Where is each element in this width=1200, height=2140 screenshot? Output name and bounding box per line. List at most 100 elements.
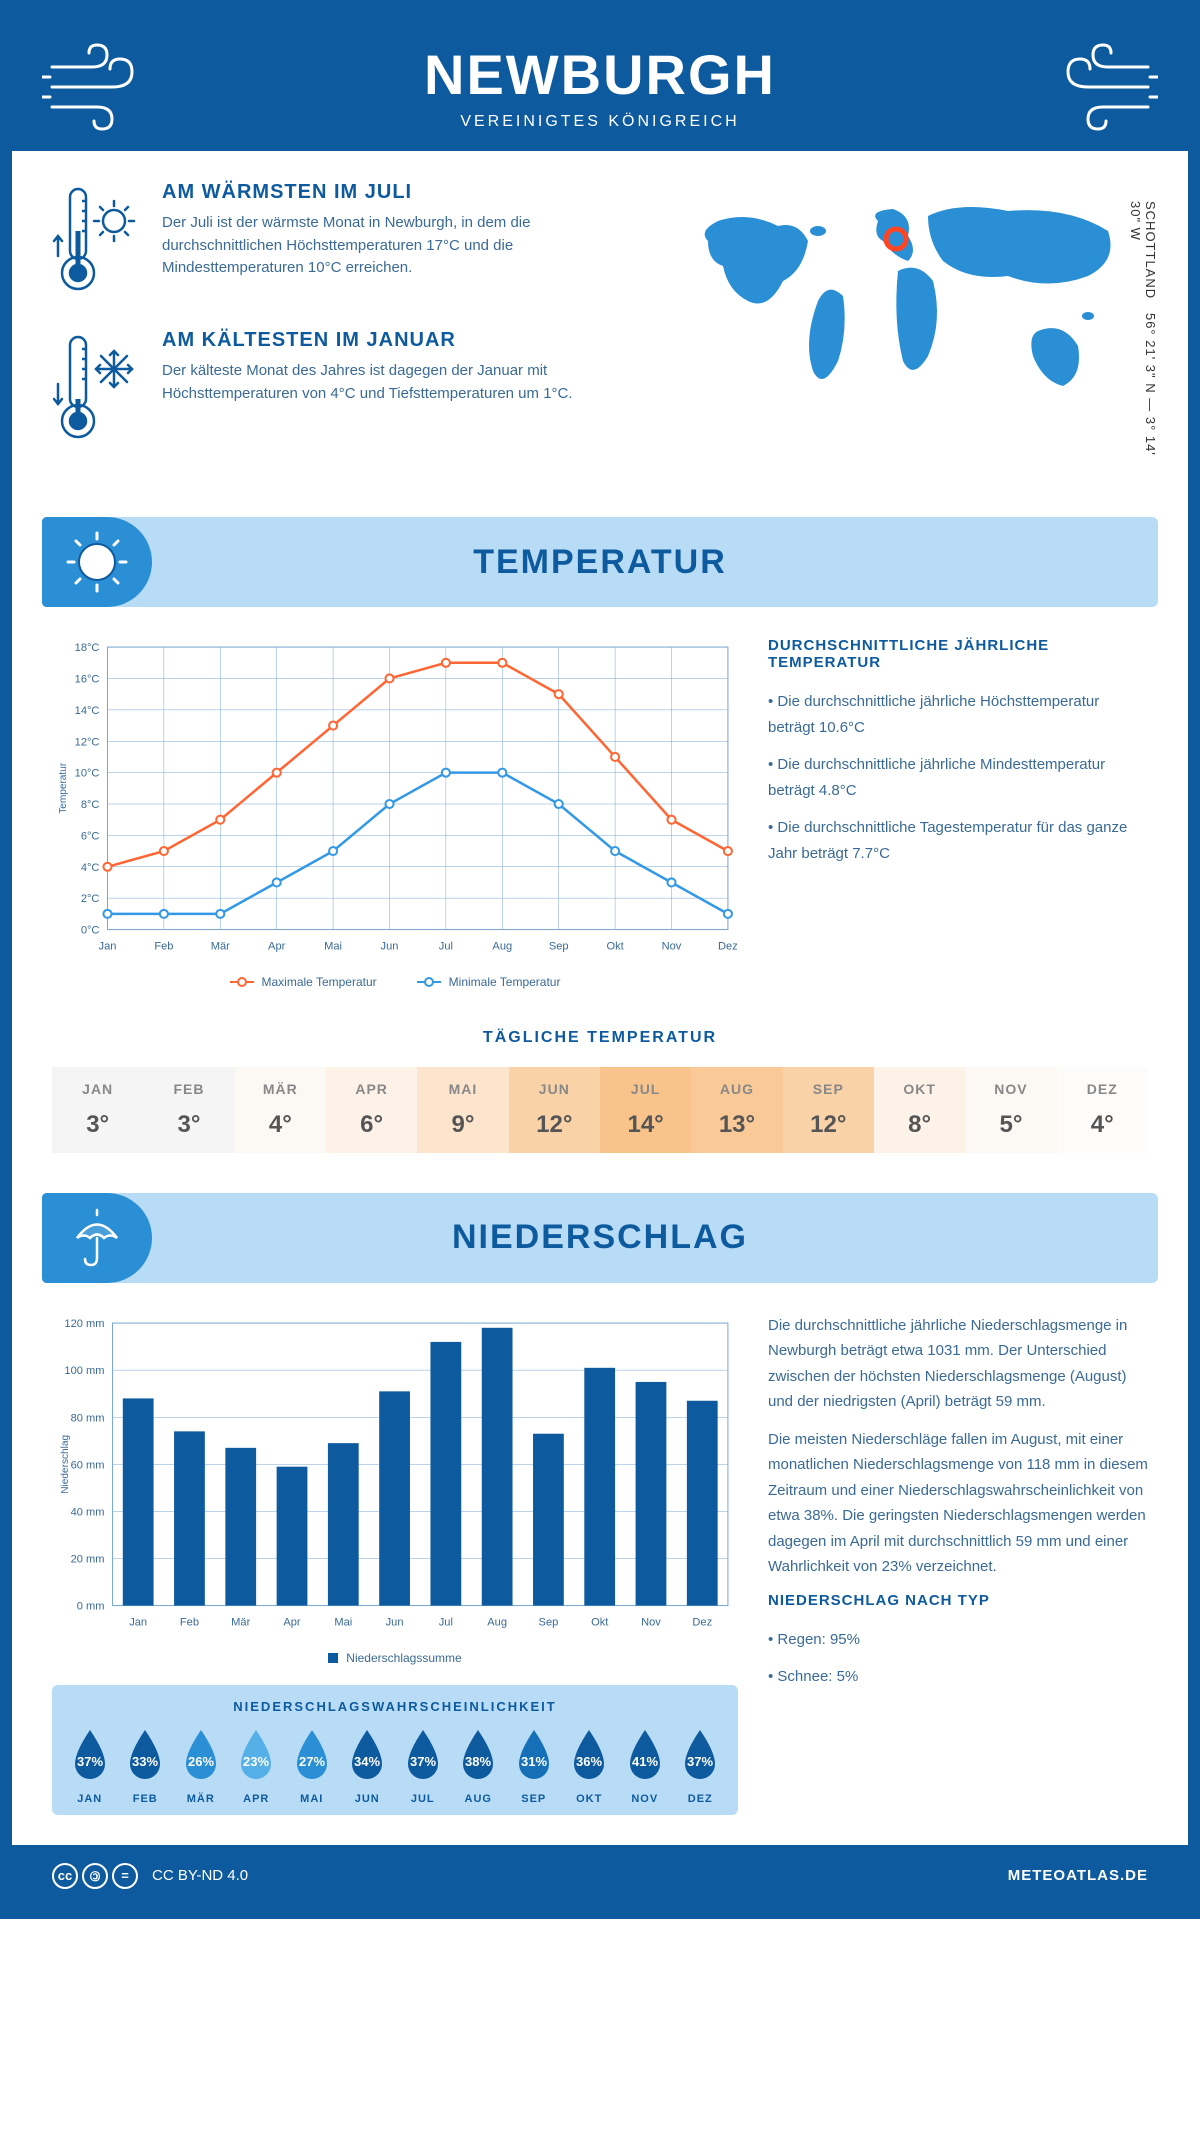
svg-text:4°C: 4°C: [81, 862, 100, 874]
svg-text:18°C: 18°C: [75, 642, 100, 654]
svg-text:Nov: Nov: [641, 1617, 661, 1629]
daily-temp-cell: DEZ4°: [1057, 1067, 1148, 1153]
svg-text:31%: 31%: [521, 1754, 547, 1769]
precip-section-header: NIEDERSCHLAG: [42, 1193, 1158, 1283]
svg-text:Mai: Mai: [334, 1617, 352, 1629]
svg-text:10°C: 10°C: [75, 768, 100, 780]
svg-text:Dez: Dez: [718, 941, 738, 953]
temp-info: DURCHSCHNITTLICHE JÄHRLICHE TEMPERATUR D…: [768, 637, 1148, 989]
daily-temp-cell: JUL14°: [600, 1067, 691, 1153]
daily-temp-cell: APR6°: [326, 1067, 417, 1153]
legend-min: Minimale Temperatur: [417, 975, 561, 989]
svg-text:Sep: Sep: [539, 1617, 559, 1629]
header-banner: NEWBURGH VEREINIGTES KÖNIGREICH: [12, 12, 1188, 151]
svg-text:2°C: 2°C: [81, 893, 100, 905]
coldest-text: Der kälteste Monat des Jahres ist dagege…: [162, 360, 638, 405]
svg-text:Nov: Nov: [662, 941, 682, 953]
svg-text:16°C: 16°C: [75, 674, 100, 686]
svg-text:Jul: Jul: [439, 941, 453, 953]
daily-temp-cell: FEB3°: [143, 1067, 234, 1153]
coldest-title: AM KÄLTESTEN IM JANUAR: [162, 329, 638, 352]
svg-text:8°C: 8°C: [81, 799, 100, 811]
daily-temp-cell: NOV5°: [965, 1067, 1056, 1153]
svg-text:0 mm: 0 mm: [77, 1600, 105, 1612]
svg-text:Feb: Feb: [154, 941, 173, 953]
prob-drop: 23% APR: [229, 1726, 285, 1805]
precip-title: NIEDERSCHLAG: [452, 1218, 748, 1257]
coldest-block: AM KÄLTESTEN IM JANUAR Der kälteste Mona…: [52, 329, 638, 449]
temperature-chart: 0°C 2°C 4°C 6°C 8°C 10°C 12°C 14°C 16°C 18°C Jan Fe…: [52, 637, 738, 989]
svg-text:23%: 23%: [243, 1754, 269, 1769]
svg-text:34%: 34%: [354, 1754, 380, 1769]
svg-text:Niederschlag: Niederschlag: [60, 1435, 71, 1494]
prob-drop: 31% SEP: [506, 1726, 562, 1805]
svg-text:Feb: Feb: [180, 1617, 199, 1629]
svg-text:Jun: Jun: [381, 941, 399, 953]
precipitation-chart: 0 mm20 mm40 mm60 mm80 mm100 mm120 mmJanF…: [52, 1313, 738, 1815]
daily-temp-cell: SEP12°: [783, 1067, 874, 1153]
daily-temp-cell: AUG13°: [691, 1067, 782, 1153]
svg-text:38%: 38%: [465, 1754, 491, 1769]
svg-text:Mai: Mai: [324, 941, 342, 953]
cc-icons: cc 🄯 =: [52, 1863, 138, 1889]
svg-text:80 mm: 80 mm: [71, 1412, 105, 1424]
summary-section: AM WÄRMSTEN IM JULI Der Juli ist der wär…: [12, 151, 1188, 507]
svg-text:14°C: 14°C: [75, 705, 100, 717]
svg-text:41%: 41%: [632, 1754, 658, 1769]
prob-drop: 36% OKT: [562, 1726, 618, 1805]
sun-icon: [62, 527, 132, 597]
wind-icon-left: [42, 37, 162, 137]
svg-text:60 mm: 60 mm: [71, 1459, 105, 1471]
svg-text:Apr: Apr: [283, 1617, 301, 1629]
precip-type: Schnee: 5%: [768, 1664, 1148, 1690]
svg-text:Okt: Okt: [606, 941, 623, 953]
temp-bullet: Die durchschnittliche jährliche Höchstte…: [768, 689, 1148, 740]
svg-text:20 mm: 20 mm: [71, 1553, 105, 1565]
svg-text:Aug: Aug: [492, 941, 512, 953]
temp-title: TEMPERATUR: [473, 543, 727, 582]
legend-precip: Niederschlagssumme: [328, 1651, 461, 1665]
prob-drop: 27% MAI: [284, 1726, 340, 1805]
svg-text:33%: 33%: [132, 1754, 158, 1769]
daily-temp-cell: JAN3°: [52, 1067, 143, 1153]
svg-text:120 mm: 120 mm: [64, 1318, 104, 1330]
wind-icon-right: [1038, 37, 1158, 137]
svg-text:Jan: Jan: [129, 1617, 147, 1629]
page-title: NEWBURGH: [32, 42, 1168, 107]
license-text: CC BY-ND 4.0: [152, 1867, 248, 1884]
svg-text:0°C: 0°C: [81, 925, 100, 937]
thermometer-cold-icon: [52, 329, 142, 449]
svg-text:Jan: Jan: [99, 941, 117, 953]
daily-temp-table: TÄGLICHE TEMPERATUR JAN3°FEB3°MÄR4°APR6°…: [12, 1019, 1188, 1183]
svg-text:37%: 37%: [77, 1754, 103, 1769]
prob-drop: 34% JUN: [340, 1726, 396, 1805]
svg-text:Jun: Jun: [386, 1617, 404, 1629]
svg-text:Temperatur: Temperatur: [58, 762, 69, 814]
daily-temp-cell: MAI9°: [417, 1067, 508, 1153]
precip-probability: NIEDERSCHLAGSWAHRSCHEINLICHKEIT 37% JAN …: [52, 1685, 738, 1815]
site-name: METEOATLAS.DE: [1008, 1867, 1148, 1884]
precip-info: Die durchschnittliche jährliche Niedersc…: [768, 1313, 1148, 1815]
svg-text:6°C: 6°C: [81, 830, 100, 842]
svg-text:Apr: Apr: [268, 941, 286, 953]
svg-text:Dez: Dez: [692, 1617, 712, 1629]
prob-drop: 37% JUL: [395, 1726, 451, 1805]
svg-text:40 mm: 40 mm: [71, 1506, 105, 1518]
warmest-block: AM WÄRMSTEN IM JULI Der Juli ist der wär…: [52, 181, 638, 301]
prob-drop: 38% AUG: [451, 1726, 507, 1805]
svg-text:26%: 26%: [188, 1754, 214, 1769]
temp-bullet: Die durchschnittliche Tagestemperatur fü…: [768, 815, 1148, 866]
svg-text:Sep: Sep: [549, 941, 569, 953]
svg-text:Aug: Aug: [487, 1617, 507, 1629]
page-subtitle: VEREINIGTES KÖNIGREICH: [32, 113, 1168, 131]
umbrella-icon: [62, 1203, 132, 1273]
svg-text:36%: 36%: [576, 1754, 602, 1769]
svg-text:Okt: Okt: [591, 1617, 608, 1629]
svg-text:12°C: 12°C: [75, 736, 100, 748]
prob-drop: 37% DEZ: [673, 1726, 729, 1805]
svg-text:Jul: Jul: [439, 1617, 453, 1629]
prob-drop: 37% JAN: [62, 1726, 118, 1805]
thermometer-hot-icon: [52, 181, 142, 301]
svg-text:Mär: Mär: [211, 941, 230, 953]
daily-temp-cell: MÄR4°: [235, 1067, 326, 1153]
